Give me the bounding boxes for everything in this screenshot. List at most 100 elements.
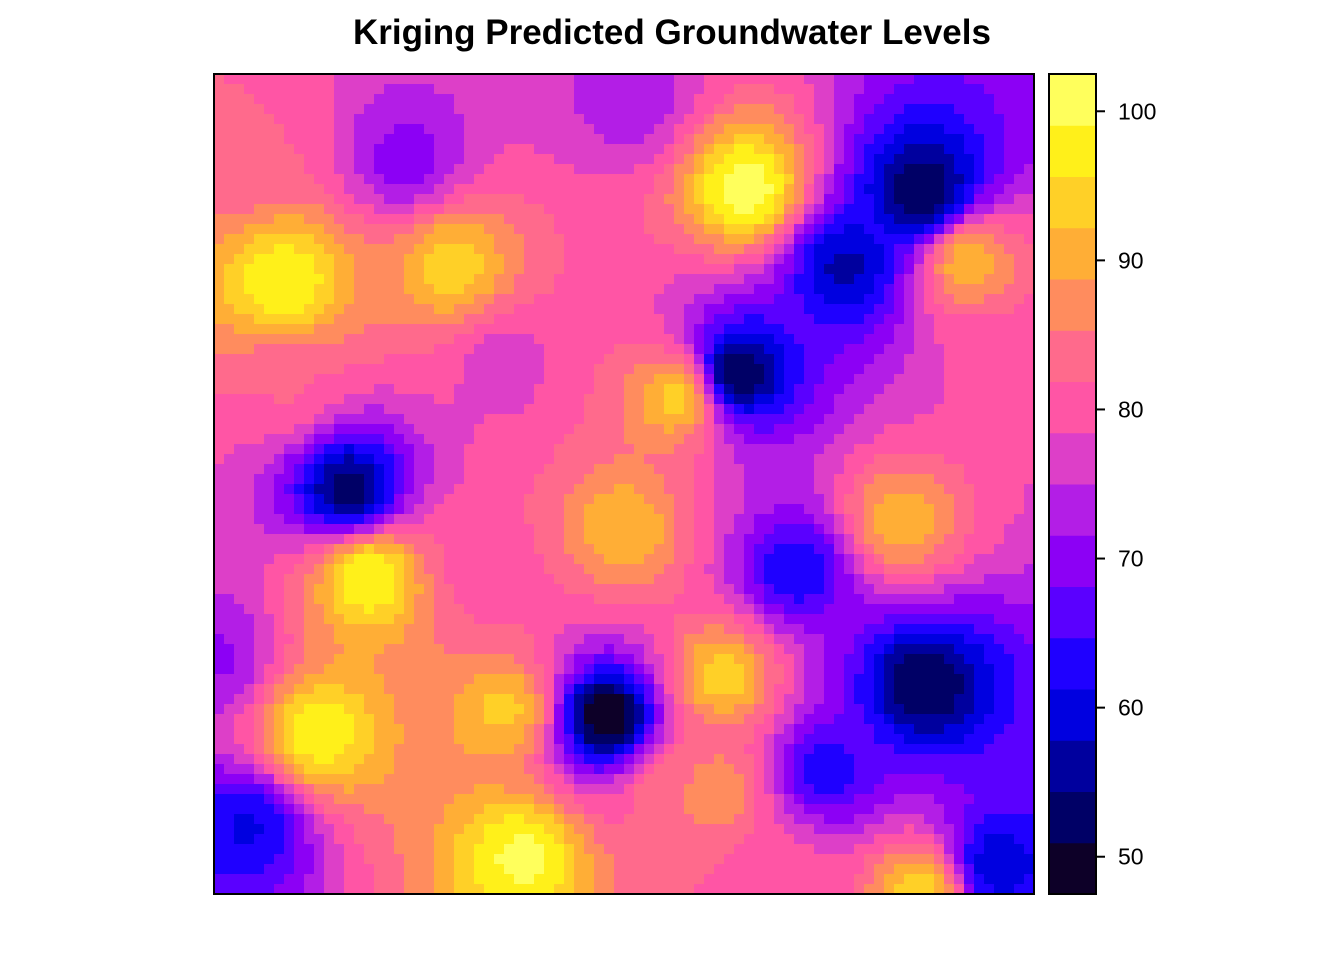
heatmap-cell <box>824 644 835 655</box>
heatmap-cell <box>224 134 235 145</box>
heatmap-cell <box>214 454 225 465</box>
heatmap-cell <box>824 414 835 425</box>
heatmap-cell <box>544 264 555 275</box>
heatmap-cell <box>524 264 535 275</box>
heatmap-cell <box>574 484 585 495</box>
heatmap-cell <box>754 94 765 105</box>
heatmap-cell <box>404 194 415 205</box>
heatmap-cell <box>344 394 355 405</box>
heatmap-cell <box>274 624 285 635</box>
heatmap-cell <box>274 424 285 435</box>
heatmap-cell <box>654 94 665 105</box>
heatmap-cell <box>674 204 685 215</box>
heatmap-cell <box>244 314 255 325</box>
heatmap-cell <box>314 334 325 345</box>
heatmap-cell <box>424 614 435 625</box>
heatmap-cell <box>364 604 375 615</box>
heatmap-cell <box>564 494 575 505</box>
heatmap-cell <box>414 414 425 425</box>
heatmap-cell <box>934 254 945 265</box>
heatmap-cell <box>324 234 335 245</box>
heatmap-cell <box>704 404 715 415</box>
heatmap-cell <box>614 104 625 115</box>
heatmap-cell <box>654 614 665 625</box>
heatmap-cell <box>814 554 825 565</box>
heatmap-cell <box>654 554 665 565</box>
heatmap-cell <box>854 214 865 225</box>
heatmap-cell <box>664 304 675 315</box>
heatmap-cell <box>974 664 985 675</box>
heatmap-cell <box>714 294 725 305</box>
heatmap-cell <box>834 194 845 205</box>
heatmap-cell <box>524 474 535 485</box>
heatmap-cell <box>324 454 335 465</box>
heatmap-cell <box>794 454 805 465</box>
heatmap-cell <box>554 454 565 465</box>
heatmap-cell <box>424 224 435 235</box>
heatmap-cell <box>694 184 705 195</box>
heatmap-cell <box>864 564 875 575</box>
heatmap-cell <box>624 634 635 645</box>
heatmap-cell <box>814 94 825 105</box>
heatmap-cell <box>994 544 1005 555</box>
heatmap-cell <box>944 394 955 405</box>
heatmap-cell <box>324 624 335 635</box>
heatmap-cell <box>614 134 625 145</box>
heatmap-cell <box>634 394 645 405</box>
heatmap-cell <box>444 434 455 445</box>
heatmap-cell <box>574 634 585 645</box>
heatmap-cell <box>524 194 535 205</box>
heatmap-cell <box>874 564 885 575</box>
heatmap-cell <box>844 544 855 555</box>
heatmap-cell <box>564 464 575 475</box>
heatmap-cell <box>984 434 995 445</box>
heatmap-cell <box>744 644 755 655</box>
heatmap-cell <box>934 484 945 495</box>
heatmap-cell <box>464 394 475 405</box>
heatmap-cell <box>354 104 365 115</box>
heatmap-cell <box>804 114 815 125</box>
heatmap-cell <box>564 434 575 445</box>
heatmap-cell <box>374 404 385 415</box>
heatmap-cell <box>1014 654 1025 665</box>
heatmap-cell <box>664 664 675 675</box>
heatmap-cell <box>954 374 965 385</box>
heatmap-cell <box>284 374 295 385</box>
heatmap-cell <box>564 254 575 265</box>
heatmap-cell <box>384 274 395 285</box>
heatmap-cell <box>894 614 905 625</box>
heatmap-cell <box>594 554 605 565</box>
heatmap-cell <box>1024 434 1035 445</box>
heatmap-cell <box>864 184 875 195</box>
heatmap-cell <box>504 254 515 265</box>
heatmap-cell <box>814 594 825 605</box>
heatmap-cell <box>384 664 395 675</box>
heatmap-cell <box>334 184 345 195</box>
heatmap-cell <box>614 174 625 185</box>
heatmap-cell <box>514 334 525 345</box>
heatmap-cell <box>994 364 1005 375</box>
heatmap-cell <box>394 454 405 465</box>
heatmap-cell <box>794 364 805 375</box>
heatmap-cell <box>894 194 905 205</box>
heatmap-cell <box>934 224 945 235</box>
heatmap-cell <box>234 294 245 305</box>
heatmap-cell <box>904 384 915 395</box>
heatmap-cell <box>844 654 855 665</box>
heatmap-cell <box>664 274 675 285</box>
heatmap-cell <box>244 624 255 635</box>
heatmap-cell <box>444 484 455 495</box>
heatmap-cell <box>894 544 905 555</box>
heatmap-cell <box>394 644 405 655</box>
heatmap-cell <box>394 364 405 375</box>
heatmap-cell <box>874 504 885 515</box>
heatmap-cell <box>264 214 275 225</box>
heatmap-cell <box>634 494 645 505</box>
heatmap-cell <box>794 554 805 565</box>
heatmap-cell <box>304 344 315 355</box>
heatmap-cell <box>334 294 345 305</box>
heatmap-cell <box>254 534 265 545</box>
heatmap-cell <box>664 294 675 305</box>
heatmap-cell <box>694 654 705 665</box>
heatmap-cell <box>734 204 745 215</box>
